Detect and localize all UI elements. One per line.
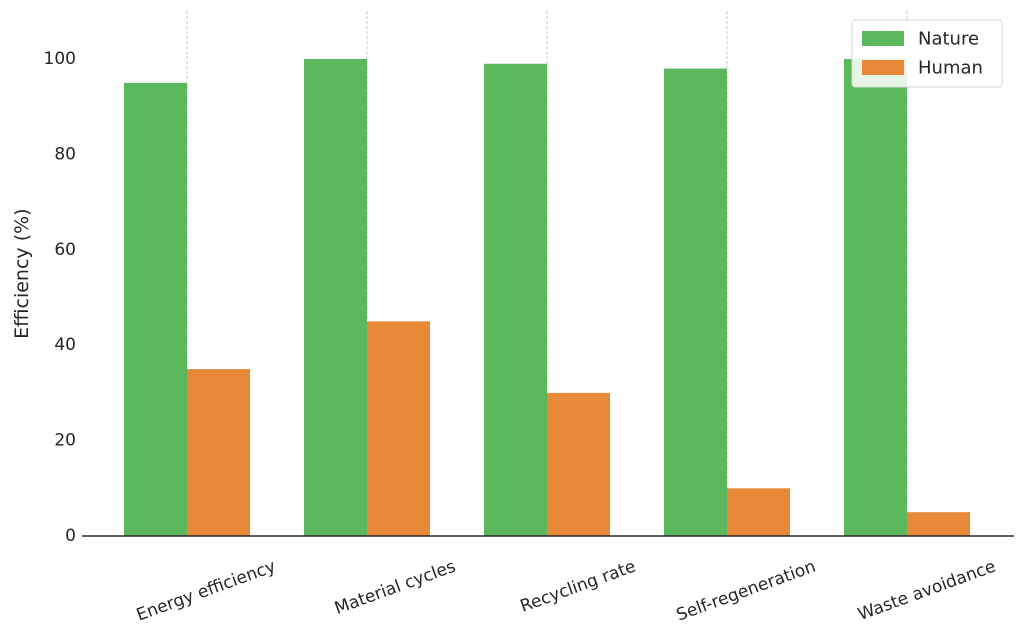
x-tick-label: Recycling rate [518, 557, 639, 617]
y-tick-label: 0 [65, 526, 76, 546]
bar-nature-3 [664, 68, 727, 536]
bar-nature-0 [124, 82, 187, 536]
y-tick-label: 40 [54, 335, 76, 355]
bars-layer [124, 59, 970, 537]
y-tick-label: 100 [44, 49, 76, 69]
x-tick-label: Material cycles [332, 557, 459, 619]
y-tick-label: 80 [54, 144, 76, 164]
bar-nature-4 [844, 59, 907, 536]
legend-swatch-human [862, 60, 904, 75]
legend-label-human: Human [918, 58, 983, 79]
bar-nature-2 [484, 63, 547, 537]
bar-human-2 [547, 392, 610, 536]
bar-human-1 [367, 321, 430, 536]
legend: Nature Human [851, 19, 1003, 88]
bar-human-4 [907, 512, 970, 536]
legend-label-nature: Nature [918, 29, 979, 50]
bar-nature-1 [304, 59, 367, 536]
x-tick-label: Energy efficiency [134, 557, 279, 626]
bar-human-0 [187, 369, 250, 536]
x-tick-label: Waste avoidance [855, 557, 998, 625]
x-tick-label: Self-regeneration [674, 557, 819, 626]
y-tick-label: 60 [54, 240, 76, 260]
bar-human-3 [727, 488, 790, 536]
legend-swatch-nature [862, 31, 904, 46]
y-tick-label: 20 [54, 431, 76, 451]
y-axis-title: Efficiency (%) [11, 208, 33, 338]
